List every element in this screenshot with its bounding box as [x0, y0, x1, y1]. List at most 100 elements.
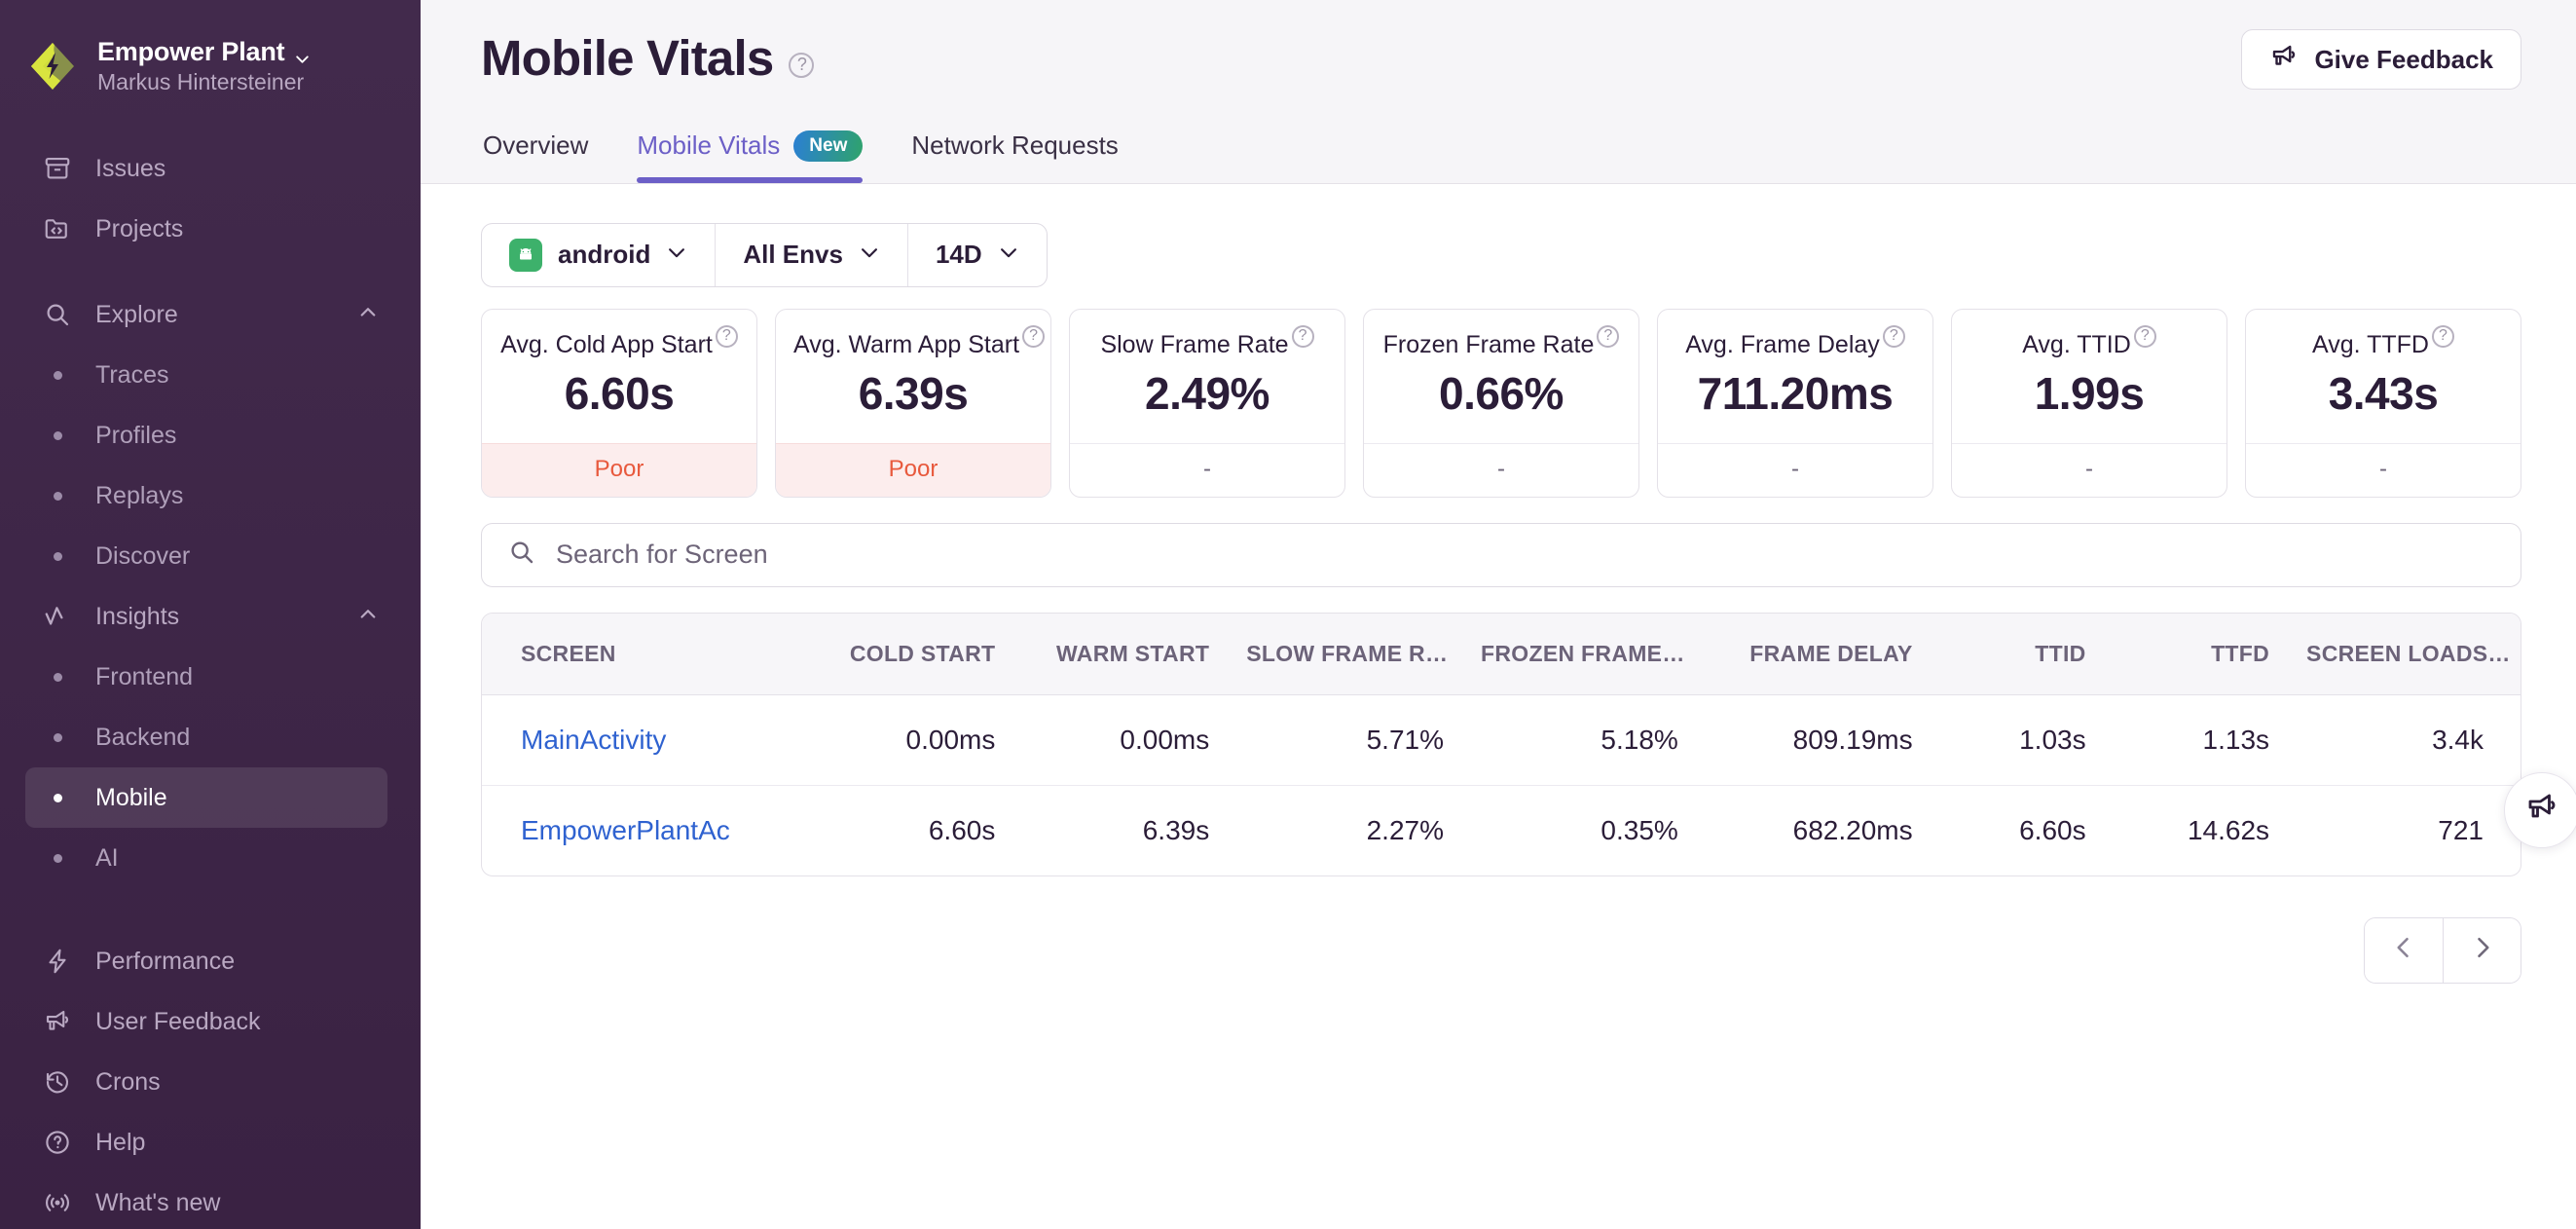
question-circle-icon[interactable]: ? [1022, 324, 1046, 348]
tab-overview[interactable]: Overview [483, 130, 588, 183]
col-ttfd[interactable]: TTFD [2122, 613, 2307, 695]
cell-screen: EmpowerPlantAc [482, 785, 819, 875]
projects-icon [41, 212, 74, 245]
metric-card-value: 2.49% [1145, 367, 1270, 419]
sidebar-item-profiles[interactable]: Profiles [25, 405, 387, 466]
pagination-group [2364, 916, 2521, 984]
cell-value: 6.60s [2019, 814, 2086, 845]
sidebar-item-ai[interactable]: AI [25, 828, 387, 888]
col-ttid-label: TTID [2035, 640, 2086, 666]
cell-value: 1.03s [2019, 724, 2086, 755]
sidebar-item-help[interactable]: Help [25, 1112, 387, 1173]
bullet-icon [41, 551, 74, 561]
metric-card-label-text: Avg. Frame Delay [1685, 330, 1880, 358]
sidebar-item-whats-new[interactable]: What's new [25, 1173, 387, 1229]
cell-value: 0.35% [1601, 814, 1678, 845]
col-ttid[interactable]: TTID [1949, 613, 2123, 695]
pagination-next-button[interactable] [2443, 917, 2521, 983]
sidebar-group-insights[interactable]: Insights [25, 586, 387, 647]
cell-value: 0.00ms [905, 724, 996, 755]
chevron-up-icon[interactable] [358, 301, 378, 329]
metric-card-frame-delay[interactable]: Avg. Frame Delay ? 711.20ms - [1657, 308, 1933, 498]
metric-card-body: Frozen Frame Rate ? 0.66% [1364, 310, 1638, 443]
sidebar-item-performance[interactable]: Performance [25, 931, 387, 991]
metric-card-cold-app-start[interactable]: Avg. Cold App Start ? 6.60s Poor [481, 308, 757, 498]
question-circle-icon[interactable]: ? [789, 52, 815, 78]
sidebar-item-backend[interactable]: Backend [25, 707, 387, 767]
filter-platform[interactable]: android [482, 224, 715, 286]
tab-network-requests[interactable]: Network Requests [911, 130, 1118, 183]
metric-card-warm-app-start[interactable]: Avg. Warm App Start ? 6.39s Poor [775, 308, 1051, 498]
col-frozen-frame-rate[interactable]: FROZEN FRAME… [1481, 613, 1715, 695]
page-title-text: Mobile Vitals [481, 30, 774, 86]
give-feedback-button[interactable]: Give Feedback [2241, 29, 2521, 90]
cell-frame-delay: 682.20ms [1715, 785, 1950, 875]
metric-card-value: 6.39s [858, 367, 969, 419]
metric-card-slow-frame-rate[interactable]: Slow Frame Rate ? 2.49% - [1069, 308, 1345, 498]
screen-link[interactable]: MainActivity [521, 724, 667, 755]
cell-value: 14.62s [2187, 814, 2270, 845]
floating-feedback-button[interactable] [2504, 771, 2576, 848]
screens-table-element: SCREEN COLD START WARM START SLOW FRAME … [482, 613, 2521, 875]
chevron-down-icon [666, 240, 687, 270]
col-frame-delay[interactable]: FRAME DELAY [1714, 613, 1950, 695]
filter-bar: android All Envs 14D [481, 222, 1048, 287]
question-circle-icon[interactable]: ? [1597, 324, 1620, 348]
cell-cold-start: 0.00ms [818, 694, 1033, 786]
question-circle-icon[interactable]: ? [1291, 324, 1314, 348]
sidebar-group-explore[interactable]: Explore [25, 284, 387, 345]
search-icon [507, 538, 536, 572]
question-circle-icon[interactable]: ? [715, 324, 738, 348]
col-warm-start[interactable]: WARM START [1032, 613, 1247, 695]
sidebar-item-user-feedback[interactable]: User Feedback [25, 991, 387, 1052]
chevron-down-icon[interactable] [294, 44, 311, 63]
col-ttfd-label: TTFD [2211, 640, 2270, 666]
table-row[interactable]: MainActivity 0.00ms 0.00ms 5.71% 5.18% 8… [482, 694, 2521, 786]
android-icon [509, 238, 542, 272]
metric-card-value: 711.20ms [1697, 367, 1894, 419]
metric-card-ttid[interactable]: Avg. TTID ? 1.99s - [1951, 308, 2227, 498]
tab-mobile-vitals[interactable]: Mobile Vitals New [637, 130, 864, 183]
pagination-prev-button[interactable] [2365, 917, 2443, 983]
sidebar-item-projects[interactable]: Projects [25, 199, 387, 259]
metric-card-frozen-frame-rate[interactable]: Frozen Frame Rate ? 0.66% - [1363, 308, 1639, 498]
sidebar-item-crons[interactable]: Crons [25, 1052, 387, 1112]
insights-icon [41, 600, 74, 633]
cell-value: 682.20ms [1792, 814, 1913, 845]
table-row[interactable]: EmpowerPlantAc 6.60s 6.39s 2.27% 0.35% 6… [482, 785, 2521, 875]
metric-card-ttfd[interactable]: Avg. TTFD ? 3.43s - [2245, 308, 2521, 498]
cell-ttfd: 14.62s [2123, 785, 2306, 875]
bullet-icon [41, 793, 74, 802]
col-screen-loads[interactable]: SCREEN LOADS… [2306, 613, 2521, 695]
cell-frozen-frame-rate: 5.18% [1481, 694, 1715, 786]
sidebar-item-label: Replays [95, 481, 184, 509]
sidebar-item-mobile[interactable]: Mobile [25, 767, 387, 828]
col-cold-start[interactable]: COLD START [818, 613, 1033, 695]
organization-switcher[interactable]: Empower Plant Markus Hintersteiner [0, 27, 421, 105]
tab-label: Mobile Vitals [637, 130, 781, 161]
question-circle-icon[interactable]: ? [1882, 324, 1905, 348]
screen-search[interactable] [481, 522, 2521, 587]
cell-screen: MainActivity [482, 694, 819, 786]
metric-card-status: - [2246, 442, 2521, 497]
cell-frame-delay: 809.19ms [1714, 694, 1950, 786]
sidebar-item-replays[interactable]: Replays [25, 466, 387, 526]
filter-platform-label: android [558, 240, 651, 270]
sidebar: Empower Plant Markus Hintersteiner Issue… [0, 0, 421, 1229]
sidebar-item-discover[interactable]: Discover [25, 526, 387, 586]
filter-environment[interactable]: All Envs [715, 223, 907, 286]
sidebar-item-frontend[interactable]: Frontend [25, 647, 387, 707]
sidebar-item-issues[interactable]: Issues [25, 138, 387, 199]
sidebar-item-traces[interactable]: Traces [25, 345, 387, 405]
col-screen[interactable]: SCREEN [482, 613, 819, 695]
give-feedback-label: Give Feedback [2314, 44, 2493, 74]
chevron-up-icon[interactable] [358, 603, 378, 631]
col-slow-frame-rate[interactable]: SLOW FRAME R… [1246, 613, 1482, 695]
cell-ttid: 1.03s [1949, 694, 2123, 786]
screen-link[interactable]: EmpowerPlantAc [521, 814, 730, 845]
filter-date-range[interactable]: 14D [906, 223, 1047, 286]
question-circle-icon[interactable]: ? [2431, 324, 2454, 348]
search-input[interactable] [556, 540, 2495, 571]
question-circle-icon[interactable]: ? [2133, 324, 2156, 348]
